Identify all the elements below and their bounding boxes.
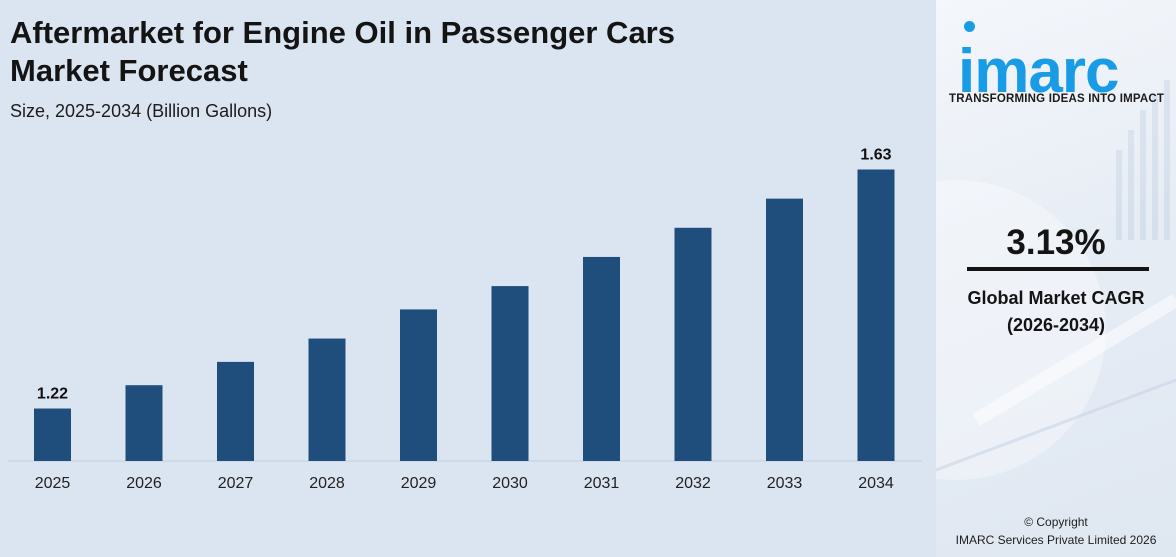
x-tick-2028: 2028: [309, 475, 345, 492]
chart-title: Aftermarket for Engine Oil in Passenger …: [10, 14, 910, 90]
cagr-value: 3.13%: [1006, 223, 1106, 262]
cagr-label-line2: (2026-2034): [1006, 315, 1106, 335]
cagr-label-line1: Global Market CAGR: [967, 288, 1145, 308]
x-tick-2034: 2034: [858, 475, 894, 492]
decorative-background: [936, 80, 1176, 480]
logo-tagline: TRANSFORMING IDEAS INTO IMPACT: [949, 93, 1165, 105]
x-tick-2029: 2029: [401, 475, 437, 492]
data-label-2034: 1.63: [860, 146, 891, 163]
chart-panel: Aftermarket for Engine Oil in Passenger …: [8, 14, 922, 492]
data-label-2025: 1.22: [37, 386, 68, 403]
logo-text: imarc: [958, 37, 1119, 106]
bar-2031: [583, 256, 620, 461]
x-tick-2031: 2031: [584, 475, 620, 492]
bar-2032: [674, 227, 712, 461]
bar-2025: [34, 408, 71, 461]
bar-2033: [766, 198, 803, 461]
bar-2026: [125, 385, 163, 461]
x-tick-2033: 2033: [767, 475, 803, 492]
cagr-label: Global Market CAGR (2026-2034): [936, 285, 1176, 339]
x-tick-2032: 2032: [675, 475, 711, 492]
bar-2029: [400, 309, 437, 461]
imarc-logo: imarc: [948, 10, 1176, 110]
side-panel: imarc TRANSFORMING IDEAS INTO IMPACT 3.1…: [936, 0, 1176, 557]
copyright: © Copyright IMARC Services Private Limit…: [936, 513, 1176, 549]
copyright-line1: © Copyright: [1024, 515, 1088, 529]
bar-2028: [308, 338, 346, 461]
x-tick-2025: 2025: [35, 475, 71, 492]
x-tick-2027: 2027: [218, 475, 254, 492]
bar-2030: [491, 286, 529, 461]
bar-2027: [217, 361, 254, 461]
copyright-line2: IMARC Services Private Limited 2026: [955, 533, 1157, 547]
x-tick-2030: 2030: [492, 475, 528, 492]
chart-subtitle: Size, 2025-2034 (Billion Gallons): [10, 101, 273, 121]
chart-title-line1: Aftermarket for Engine Oil in Passenger …: [10, 15, 675, 50]
logo-dot: [964, 21, 975, 32]
cagr-divider: [967, 267, 1149, 271]
bar-chart: 1.22 2025 2026 2027 2028 2029 2030 2031 2032 2033…: [8, 146, 922, 492]
bar-2034: [857, 169, 895, 461]
chart-title-line2: Market Forecast: [10, 53, 248, 88]
x-tick-2026: 2026: [126, 475, 162, 492]
